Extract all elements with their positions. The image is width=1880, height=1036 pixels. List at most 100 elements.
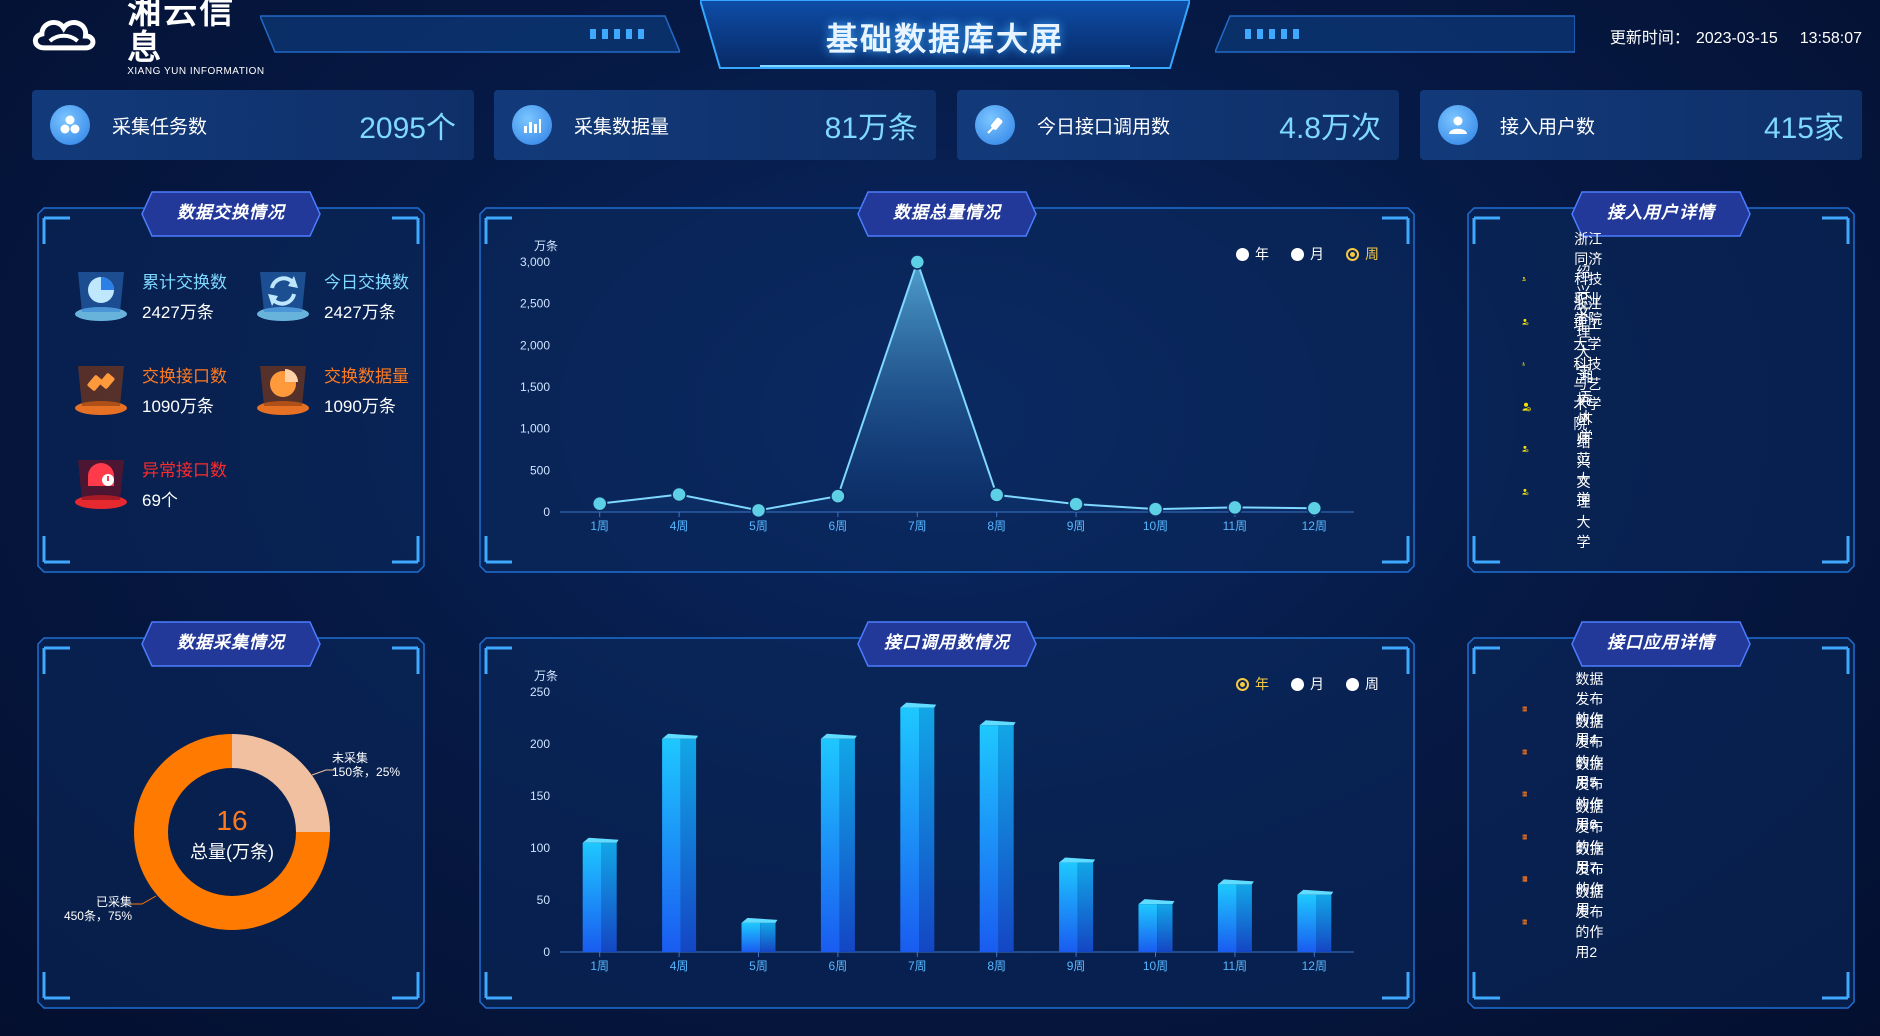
- panel-api-apps: 接口应用详情 数据发布的作用4 数据发布的作用5 数据发布的作用6 数据发布的作用7 数…: [1460, 620, 1862, 1026]
- stat-card-volume[interactable]: 采集数据量 81万条: [494, 90, 936, 160]
- list-item[interactable]: 浙江同济科技职业学院: [1522, 231, 1604, 327]
- list-item[interactable]: 数据发布的作用5: [1522, 714, 1604, 790]
- legend-week[interactable]: 周: [1346, 244, 1379, 264]
- callout-collected-detail: 450条，75%: [64, 909, 132, 923]
- legend-week[interactable]: 周: [1346, 674, 1379, 694]
- data-point[interactable]: [909, 254, 926, 270]
- exchange-item-total[interactable]: 累计交换数 2427万条: [68, 262, 248, 332]
- exchange-item-abnormal[interactable]: 异常接口数 69个: [68, 450, 248, 520]
- stat-card-users[interactable]: 接入用户数 415家: [1420, 90, 1862, 160]
- bar-side: [998, 725, 1014, 952]
- exchange-item-value: 2427万条: [324, 303, 396, 322]
- logo: 湘云信息 XIANG YUN INFORMATION: [30, 0, 270, 77]
- list-item[interactable]: 湘云大学: [1522, 369, 1604, 445]
- list-item[interactable]: 杭州师范大学: [1522, 391, 1604, 507]
- exchange-item-interfaces[interactable]: 交换接口数 1090万条: [68, 356, 248, 426]
- data-point[interactable]: [830, 488, 846, 504]
- panel-total-data: 数据总量情况 年 月 周 万条 0 500 1,000 1,500 2,000 2,500 3…: [472, 190, 1422, 590]
- legend-year[interactable]: 年: [1236, 244, 1269, 264]
- bar[interactable]: [900, 702, 937, 952]
- donut-center-label: 总量(万条): [190, 842, 274, 862]
- list-item[interactable]: 数据发布的作用7: [1522, 799, 1604, 875]
- legend-month[interactable]: 月: [1291, 244, 1324, 264]
- y-tick-label: 1,000: [520, 422, 550, 436]
- x-tick-label: 6周: [829, 959, 848, 973]
- exchange-item-value: 1090万条: [324, 397, 396, 416]
- stat-card-tasks[interactable]: 采集任务数 2095个: [32, 90, 474, 160]
- data-point[interactable]: [1227, 499, 1243, 516]
- bar[interactable]: [1217, 879, 1254, 952]
- y-tick-label: 1,500: [520, 380, 550, 394]
- exchange-item-today[interactable]: 今日交换数 2427万条: [250, 262, 430, 332]
- bar-front: [820, 738, 840, 952]
- list-item-label: 数据发布的作用2: [1575, 883, 1604, 960]
- list-item[interactable]: 数据发布的作用: [1522, 841, 1604, 917]
- list-item-label: 杭州师范大学: [1576, 391, 1591, 507]
- bar[interactable]: [979, 720, 1016, 952]
- bar[interactable]: [741, 917, 778, 952]
- bar-side: [680, 738, 697, 952]
- y-tick-label: 2,500: [520, 297, 550, 311]
- data-point[interactable]: [1306, 500, 1323, 516]
- donut-slice[interactable]: [134, 734, 330, 930]
- list-item[interactable]: 数据发布的作用2: [1522, 884, 1604, 960]
- data-point[interactable]: [1068, 496, 1084, 512]
- server-icon: [1522, 834, 1527, 839]
- legend-year[interactable]: 年: [1236, 674, 1269, 694]
- list-item[interactable]: 数据发布的作用4: [1522, 671, 1604, 747]
- bar-front: [1138, 904, 1158, 952]
- data-point[interactable]: [1147, 501, 1164, 517]
- bar[interactable]: [662, 733, 699, 952]
- line-chart: 万条 0 500 1,000 1,500 2,000 2,500 3,000 1周 4周 5周 6周 7…: [520, 239, 1354, 533]
- donut-slice[interactable]: [232, 734, 330, 832]
- bar-side: [1157, 904, 1173, 952]
- bar-side: [1316, 894, 1332, 952]
- exchange-item-value: 1090万条: [142, 397, 214, 416]
- bar-front: [1297, 894, 1316, 952]
- panel-title: 接入用户详情: [1607, 203, 1715, 222]
- bar-front: [741, 922, 761, 952]
- list-item[interactable]: 数据发布的作用6: [1522, 756, 1604, 832]
- update-clock: 13:58:07: [1799, 30, 1862, 47]
- legend-dot: [1346, 247, 1359, 261]
- callout-collected-name: 已采集: [96, 894, 132, 909]
- legend-month[interactable]: 月: [1291, 674, 1324, 694]
- list-item[interactable]: 绍兴文理大学: [1522, 264, 1604, 380]
- x-tick-label: 11周: [1223, 519, 1247, 533]
- data-point[interactable]: [750, 502, 767, 519]
- panel-api-calls: 接口调用数情况 年 月 周 万条 0 50 100 150 200 250 1周 4周 5周 6周 7…: [472, 620, 1422, 1026]
- exchange-item-label: 今日交换数: [324, 273, 409, 292]
- title-frame: 基础数据库大屏: [700, 0, 1190, 70]
- bar-side: [1077, 862, 1094, 952]
- bar[interactable]: [1059, 857, 1096, 952]
- exchange-item-data-volume[interactable]: 交换数据量 1090万条: [250, 356, 430, 426]
- legend-dot: [1346, 677, 1359, 691]
- bar-top: [979, 720, 1016, 726]
- cloud-logo-icon: [32, 19, 96, 51]
- server-icon: [1522, 876, 1528, 882]
- logo-subtitle: XIANG YUN INFORMATION: [127, 65, 265, 77]
- list-item[interactable]: 绍兴文理大学: [1522, 434, 1604, 550]
- server-icon: [1522, 749, 1527, 754]
- data-point[interactable]: [591, 495, 608, 512]
- header-deco-left: [260, 15, 680, 53]
- bar-top: [900, 702, 937, 708]
- x-tick-label: 7周: [908, 959, 927, 973]
- data-point[interactable]: [671, 486, 687, 503]
- x-tick-label: 4周: [670, 519, 689, 533]
- list-item[interactable]: 浙江理工大学科技与艺术学院: [1522, 296, 1604, 432]
- server-icon: [1522, 706, 1527, 712]
- user-check-icon: [1522, 402, 1531, 411]
- bar-side: [919, 707, 935, 952]
- y-tick-label: 500: [530, 463, 550, 477]
- bar[interactable]: [820, 733, 857, 952]
- x-tick-label: 1周: [590, 519, 609, 533]
- data-point[interactable]: [988, 487, 1005, 503]
- stat-card-api-calls[interactable]: 今日接口调用数 4.8万次: [957, 90, 1399, 160]
- bar[interactable]: [1138, 899, 1175, 952]
- y-tick-label: 0: [543, 505, 550, 519]
- panel-users: 接入用户详情 浙江同济科技职业学院 绍兴文理大学 浙江理工大学科技与艺术学院 湘云大学…: [1460, 190, 1862, 590]
- bar[interactable]: [1297, 889, 1334, 952]
- bar[interactable]: [582, 837, 619, 952]
- bar-top: [662, 733, 699, 739]
